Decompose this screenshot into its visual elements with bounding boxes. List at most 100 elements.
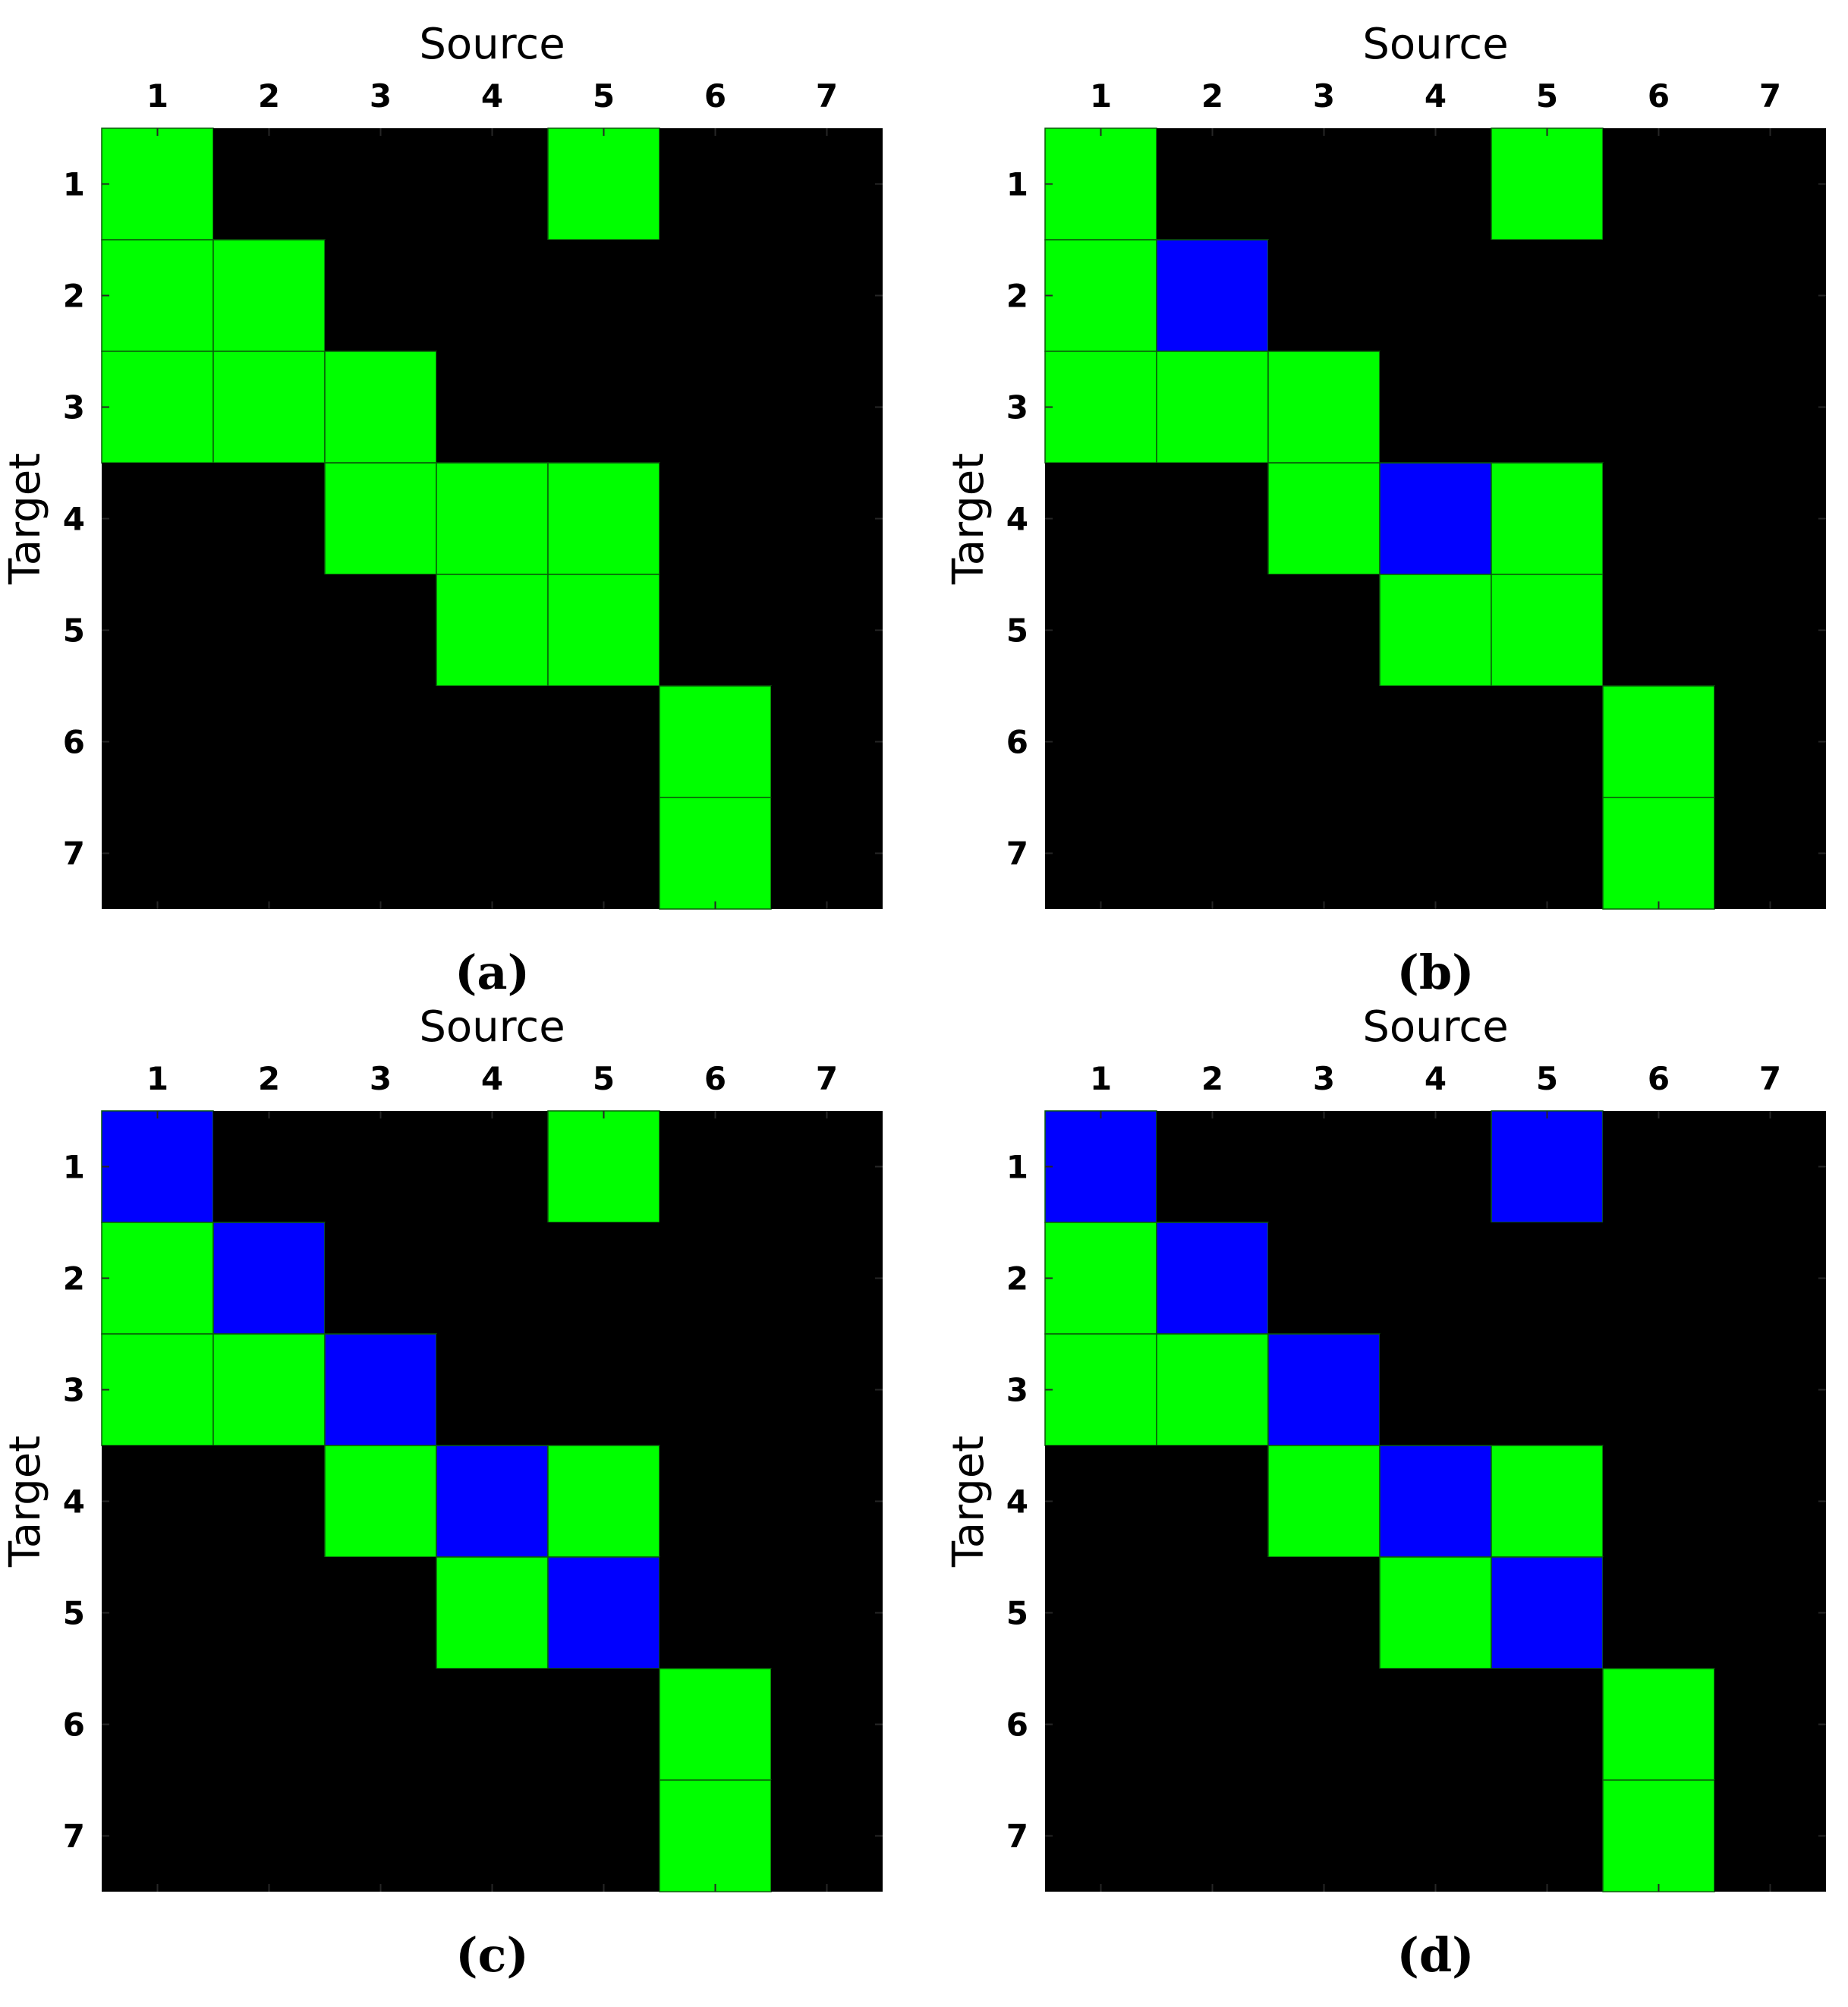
heatmap-cell-r2-c2 xyxy=(1156,239,1269,352)
heatmap-cell-r2-c4 xyxy=(436,240,548,351)
heatmap-cell-r3-c5 xyxy=(548,351,660,463)
y-tick-label: 2 xyxy=(1006,1260,1028,1298)
heatmap-cell-r6-c3 xyxy=(325,1669,436,1780)
heatmap-cell-r4-c6 xyxy=(660,463,771,574)
heatmap-cell-r5-c4 xyxy=(436,1556,549,1669)
heatmap-cell-r5-c4 xyxy=(1379,574,1492,687)
heatmap-cell-r6-c2 xyxy=(1157,1669,1268,1780)
heatmap-cell-r6-c7 xyxy=(771,686,883,797)
heatmap-cell-r2-c1 xyxy=(101,239,214,352)
heatmap-cell-r2-c3 xyxy=(325,1222,436,1334)
heatmap-cell-r4-c2 xyxy=(1157,1445,1268,1557)
heatmap-cell-r4-c3 xyxy=(1267,462,1380,575)
heatmap-cell-r1-c5 xyxy=(1491,127,1604,241)
heatmap-cell-r7-c6 xyxy=(1602,797,1715,910)
heatmap-cell-r6-c4 xyxy=(1380,686,1491,797)
heatmap-panel-4: 1 2 3 4 5 6 7 1 2 3 4 5 6 7 Source Target (d) xyxy=(944,1002,1826,1983)
heatmap-cell-r6-c2 xyxy=(1157,686,1268,797)
x-axis-label: Source xyxy=(419,1002,565,1052)
heatmap-cell-r6-c6 xyxy=(1602,685,1715,798)
y-tick-label: 5 xyxy=(1006,612,1028,650)
heatmap-cell-r2-c2 xyxy=(213,1222,326,1335)
heatmap-cell-r2-c1 xyxy=(1044,239,1157,352)
heatmap-cell-r1-c3 xyxy=(1268,128,1380,240)
heatmap-cell-r4-c4 xyxy=(1379,1445,1492,1558)
heatmap-cell-r5-c4 xyxy=(436,574,549,687)
heatmap-cell-r5-c5 xyxy=(547,1556,660,1669)
heatmap-cell-r3-c4 xyxy=(1380,1334,1491,1445)
heatmap-cell-r7-c1 xyxy=(1045,1780,1157,1892)
x-tick-label: 2 xyxy=(1201,77,1223,115)
heatmap-cell-r3-c2 xyxy=(213,351,326,464)
heatmap-cell-r7-c2 xyxy=(1157,1780,1268,1892)
heatmap-cell-r1-c7 xyxy=(1714,128,1826,240)
heatmap-cell-r4-c3 xyxy=(1267,1445,1380,1558)
y-tick-label: 3 xyxy=(1006,389,1028,426)
heatmap-cell-r1-c4 xyxy=(436,1111,548,1222)
x-tick-label: 6 xyxy=(1648,1060,1670,1097)
heatmap-cell-r4-c5 xyxy=(547,462,660,575)
heatmap-cell-r2-c4 xyxy=(436,1222,548,1334)
heatmap-cell-r1-c6 xyxy=(1603,128,1714,240)
heatmap-cell-r5-c6 xyxy=(660,574,771,686)
heatmap-cell-r5-c5 xyxy=(1491,574,1604,687)
heatmap-cell-r6-c7 xyxy=(1714,686,1826,797)
heatmap-cell-r3-c3 xyxy=(1267,1333,1380,1446)
heatmap-cell-r6-c4 xyxy=(436,1669,548,1780)
heatmap-cell-r4-c4 xyxy=(436,462,549,575)
heatmap-cell-r1-c2 xyxy=(213,1111,325,1222)
x-tick-label: 1 xyxy=(1090,77,1112,115)
y-tick-label: 5 xyxy=(1006,1595,1028,1632)
heatmap-cell-r6-c2 xyxy=(213,686,325,797)
x-tick-label: 4 xyxy=(1425,1060,1447,1097)
heatmap-cell-r1-c7 xyxy=(771,128,883,240)
x-axis-label: Source xyxy=(1362,20,1508,69)
heatmap-cell-r7-c2 xyxy=(1157,797,1268,909)
y-tick-label: 1 xyxy=(1006,166,1028,203)
heatmap-cell-r3-c6 xyxy=(660,1334,771,1445)
heatmap-cell-r1-c6 xyxy=(660,128,771,240)
heatmap-cell-r5-c2 xyxy=(1157,1557,1268,1669)
heatmap-cell-r3-c4 xyxy=(1380,351,1491,463)
heatmap-cell-r2-c4 xyxy=(1380,240,1491,351)
x-tick-label: 1 xyxy=(146,1060,168,1097)
heatmap-cell-r5-c4 xyxy=(1379,1556,1492,1669)
heatmap-cell-r4-c7 xyxy=(1714,1445,1826,1557)
heatmap-cell-r7-c1 xyxy=(102,1780,213,1892)
panel-caption: (b) xyxy=(1396,945,1474,1000)
heatmap-cell-r4-c1 xyxy=(102,1445,213,1557)
x-tick-label: 5 xyxy=(593,1060,615,1097)
heatmap-cell-r4-c4 xyxy=(1379,462,1492,575)
x-axis-label: Source xyxy=(419,20,565,69)
heatmap-cell-r1-c3 xyxy=(325,1111,436,1222)
heatmap-cell-r4-c5 xyxy=(547,1445,660,1558)
heatmap-cell-r5-c7 xyxy=(771,574,883,686)
heatmap-cell-r1-c1 xyxy=(1044,1110,1157,1223)
x-tick-label: 6 xyxy=(704,1060,726,1097)
heatmap-cell-r7-c4 xyxy=(1380,1780,1491,1892)
heatmap-cell-r6-c1 xyxy=(1045,1669,1157,1780)
heatmap-cell-r3-c1 xyxy=(1044,351,1157,464)
heatmap-cell-r4-c4 xyxy=(436,1445,549,1558)
heatmap-cell-r6-c7 xyxy=(1714,1669,1826,1780)
y-tick-label: 7 xyxy=(1006,1818,1028,1855)
heatmap-panel-3: 1 2 3 4 5 6 7 1 2 3 4 5 6 7 Source Target (c) xyxy=(1,1002,883,1983)
heatmap-cell-r4-c5 xyxy=(1491,1445,1604,1558)
heatmap-cell-r6-c5 xyxy=(1491,1669,1603,1780)
heatmap-cell-r1-c6 xyxy=(660,1111,771,1222)
heatmap-cell-r7-c6 xyxy=(1602,1779,1715,1892)
heatmap-cell-r3-c6 xyxy=(1603,1334,1714,1445)
heatmap-cell-r1-c7 xyxy=(771,1111,883,1222)
y-tick-label: 1 xyxy=(63,1149,85,1186)
y-tick-label: 4 xyxy=(63,1483,85,1521)
heatmap-cell-r3-c3 xyxy=(324,351,437,464)
heatmap-cell-r3-c1 xyxy=(1044,1333,1157,1446)
heatmap-cell-r7-c7 xyxy=(771,1780,883,1892)
heatmap-panel-1: 1 2 3 4 5 6 7 1 2 3 4 5 6 7 Source Target (a) xyxy=(1,20,883,1000)
heatmap-cell-r2-c5 xyxy=(1491,1222,1603,1334)
heatmap-cell-r6-c5 xyxy=(548,686,660,797)
heatmap-cell-r7-c7 xyxy=(1714,1780,1826,1892)
y-tick-label: 7 xyxy=(1006,835,1028,873)
heatmap-cell-r5-c3 xyxy=(1268,574,1380,686)
y-tick-label: 2 xyxy=(63,278,85,315)
